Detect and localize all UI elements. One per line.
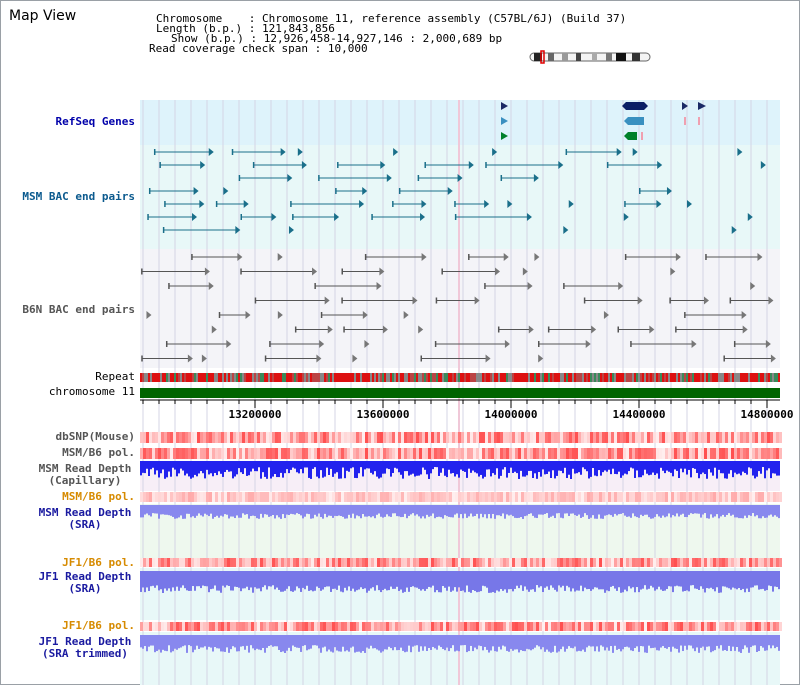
track-label-repeat[interactable]: Repeat	[95, 370, 135, 383]
tick-label: 13200000	[229, 408, 282, 421]
position-axis: 13200000 13600000 14000000 14400000 1480…	[140, 399, 794, 421]
label-line: JF1 Read Depth	[38, 570, 132, 583]
chromosome-label: Chromosome	[156, 12, 223, 25]
track-label-b6n-bac[interactable]: B6N BAC end pairs	[22, 303, 135, 316]
label-line: MSM Read Depth	[38, 462, 132, 475]
jf1-read-depth-trimmed-track[interactable]	[140, 635, 780, 653]
label-line: (SRA)	[68, 518, 102, 531]
refseq-genes-track[interactable]	[501, 102, 706, 140]
track-label-msm-b6-pol-2[interactable]: MSM/B6 pol.	[62, 490, 135, 503]
chromosome-bar[interactable]	[140, 388, 780, 398]
jf1-read-depth-sra-track[interactable]	[140, 571, 780, 593]
show-value: 12,926,458-14,927,146 : 2,000,689 bp	[263, 32, 503, 45]
label-line: JF1 Read Depth	[38, 635, 132, 648]
tick-label: 14800000	[741, 408, 794, 421]
chromosome-info: Chromosome : Chromosome 11, reference as…	[156, 12, 627, 25]
tick-label: 13600000	[357, 408, 410, 421]
tick-label: 14400000	[613, 408, 666, 421]
track-label-jf1-b6-pol-2[interactable]: JF1/B6 pol.	[62, 619, 135, 632]
label-line: (Capillary)	[48, 474, 122, 487]
track-label-dbsnp[interactable]: dbSNP(Mouse)	[55, 430, 135, 443]
length-info: Length (b.p.) : 121,843,856	[156, 22, 335, 35]
page-title: Map View	[9, 8, 77, 24]
label-line: MSM Read Depth	[38, 506, 132, 519]
coverage-value: 10,000	[327, 42, 368, 55]
jf1-b6-pol-track-2[interactable]	[140, 622, 782, 631]
label-line: (SRA trimmed)	[41, 647, 129, 660]
chromosome-value: Chromosome 11, reference assembly (C57BL…	[261, 12, 627, 25]
track-label-msm-bac[interactable]: MSM BAC end pairs	[22, 190, 135, 203]
track-label-chromosome[interactable]: chromosome 11	[48, 385, 135, 398]
track-label-jf1-b6-pol-1[interactable]: JF1/B6 pol.	[62, 556, 135, 569]
label-line: (SRA)	[68, 582, 102, 595]
track-label-msm-depth-cap[interactable]: MSM Read Depth (Capillary)	[30, 463, 140, 487]
track-label-refseq[interactable]: RefSeq Genes	[55, 115, 135, 128]
track-label-jf1-depth-sra[interactable]: JF1 Read Depth (SRA)	[30, 571, 140, 595]
msm-b6-pol-track-2[interactable]	[140, 492, 782, 502]
msm-read-depth-sra-track[interactable]	[140, 505, 780, 519]
track-label-msm-depth-sra[interactable]: MSM Read Depth (SRA)	[30, 507, 140, 531]
length-value: 121,843,856	[261, 22, 335, 35]
chromosome-ideogram[interactable]	[529, 50, 651, 64]
repeat-track[interactable]	[140, 373, 780, 382]
dbsnp-track[interactable]	[140, 432, 782, 443]
b6n-bac-track[interactable]	[141, 253, 776, 363]
show-info: Show (b.p.) : 12,926,458-14,927,146 : 2,…	[171, 32, 503, 45]
msm-bac-track[interactable]	[147, 148, 766, 234]
tick-label: 14000000	[485, 408, 538, 421]
track-label-jf1-depth-trimmed[interactable]: JF1 Read Depth (SRA trimmed)	[30, 636, 140, 660]
show-label: Show (b.p.)	[171, 32, 244, 45]
jf1-b6-pol-track-1[interactable]	[140, 558, 782, 567]
coverage-info: Read coverage check span : 10,000	[149, 42, 368, 55]
msm-read-depth-capillary-track[interactable]	[140, 461, 780, 479]
msm-b6-pol-track-1[interactable]	[140, 448, 782, 459]
coverage-label: Read coverage check span	[149, 42, 308, 55]
length-label: Length (b.p.)	[156, 22, 243, 35]
track-label-msm-b6-pol-1[interactable]: MSM/B6 pol.	[62, 446, 135, 459]
